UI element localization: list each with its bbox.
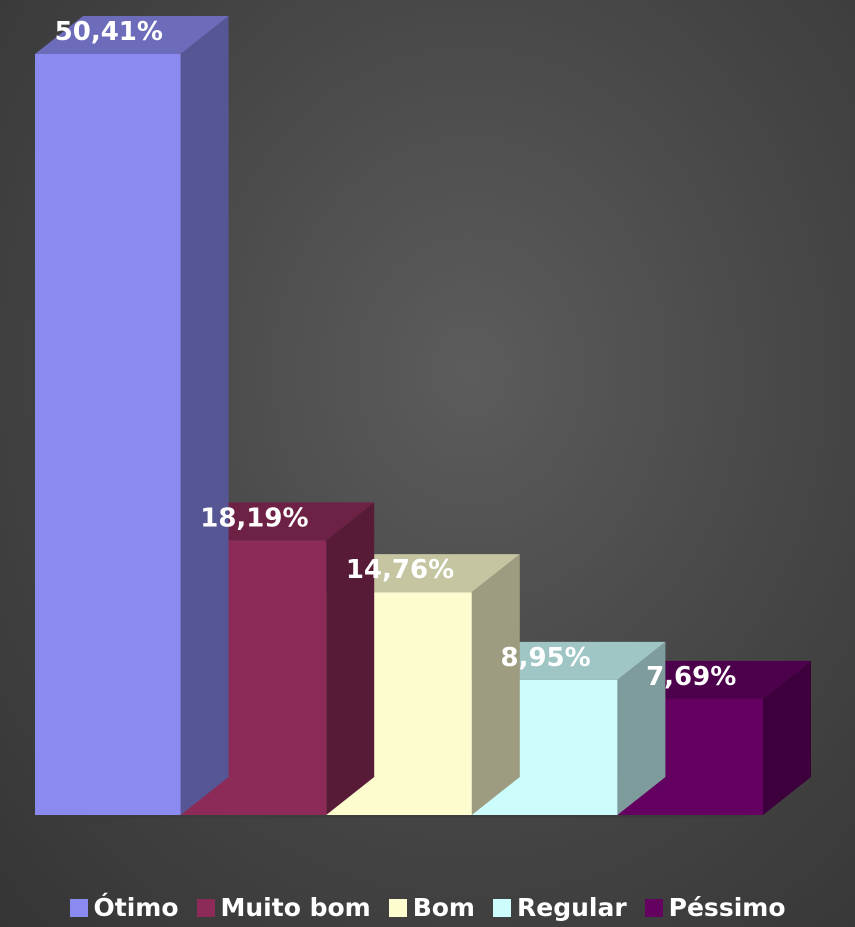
legend-label-pessimo: Péssimo bbox=[668, 893, 786, 922]
bar-top-face bbox=[35, 16, 229, 54]
bar-front-face bbox=[35, 54, 181, 815]
bar-side-face bbox=[326, 502, 375, 815]
legend-label-otimo: Ótimo bbox=[93, 893, 179, 922]
bar-side-face bbox=[180, 16, 229, 815]
data-label-otimo: 50,41% bbox=[55, 17, 163, 47]
legend-item-bom: Bom bbox=[388, 893, 475, 922]
legend-label-regular: Regular bbox=[516, 893, 627, 922]
data-labels-group: 50,41% 18,19% 14,76% 8,95% 7,69% bbox=[55, 17, 737, 692]
legend-label-muito-bom: Muito bom bbox=[220, 893, 371, 922]
data-label-pessimo: 7,69% bbox=[646, 662, 736, 692]
bar-top-face bbox=[617, 660, 811, 699]
bar-side-face bbox=[763, 660, 811, 815]
legend-item-otimo: Ótimo bbox=[69, 893, 179, 922]
legend-label-bom: Bom bbox=[412, 893, 475, 922]
bar-top-face bbox=[471, 641, 666, 680]
bar-top-face bbox=[180, 502, 375, 541]
bar-top-face bbox=[326, 554, 520, 593]
data-label-bom: 14,76% bbox=[346, 555, 454, 585]
legend-item-muito-bom: Muito bom bbox=[196, 893, 371, 922]
data-label-regular: 8,95% bbox=[500, 643, 590, 673]
bars-group bbox=[35, 16, 811, 815]
bar-side-face bbox=[617, 641, 666, 815]
legend-swatch-bom bbox=[388, 898, 407, 917]
legend-item-regular: Regular bbox=[492, 893, 627, 922]
bar-regular bbox=[471, 641, 666, 815]
bar-chart: 50,41% 18,19% 14,76% 8,95% 7,69% bbox=[15, 16, 811, 818]
legend-item-pessimo: Péssimo bbox=[644, 893, 786, 922]
legend-swatch-regular bbox=[492, 898, 511, 917]
bar-side-face bbox=[471, 554, 520, 815]
legend-swatch-otimo bbox=[69, 898, 88, 917]
legend-swatch-pessimo bbox=[644, 898, 663, 917]
legend: Ótimo Muito bom Bom Regular Péssimo bbox=[0, 888, 855, 927]
legend-swatch-muito-bom bbox=[196, 898, 215, 917]
bar-otimo bbox=[35, 16, 229, 815]
data-label-muito-bom: 18,19% bbox=[200, 503, 308, 533]
